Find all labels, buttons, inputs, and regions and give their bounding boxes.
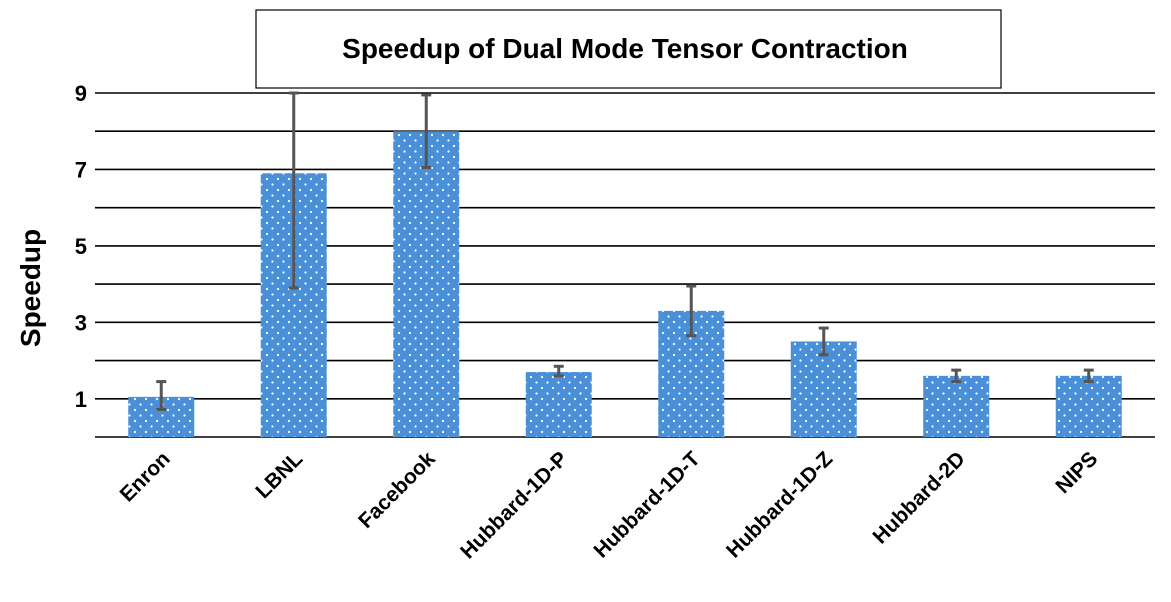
error-bar-lbnl [288,91,299,290]
error-bar-hubbard-2d [951,368,962,384]
x-tick-label: NIPS [1051,447,1102,498]
bar-hubbard-1d-z [790,341,857,437]
y-tick-label: 1 [75,387,87,412]
x-tick-label: Enron [116,447,175,506]
y-tick-label: 7 [75,157,87,182]
bar-hubbard-2d [923,375,990,437]
y-tick-label: 3 [75,310,87,335]
y-tick-labels: 1 3 5 7 9 [75,81,87,412]
x-tick-label: Hubbard-1D-P [456,447,572,563]
x-tick-label: LBNL [251,447,307,503]
chart-title: Speedup of Dual Mode Tensor Contraction [342,33,908,64]
x-tick-label: Hubbard-1D-T [590,447,705,562]
y-axis-label: Speedup [15,229,46,347]
bar-facebook [393,131,460,437]
y-tick-label: 5 [75,234,87,259]
error-bar-enron [156,380,167,411]
y-tick-label: 9 [75,81,87,106]
error-bar-nips [1083,368,1094,384]
x-tick-label: Hubbard-2D [869,447,970,548]
error-bars [156,91,1094,411]
error-bar-facebook [421,93,432,170]
grid-lines [95,92,1155,438]
bar-hubbard-1d-p [525,372,592,437]
x-tick-label: Hubbard-1D-Z [722,447,837,562]
bar-nips [1055,375,1122,437]
error-bar-hubbard-1d-z [818,326,829,357]
error-bar-hubbard-1d-p [553,364,564,378]
error-bar-hubbard-1d-t [686,284,697,338]
x-tick-label: Facebook [354,447,440,533]
title-box: Speedup of Dual Mode Tensor Contraction [255,9,1002,89]
x-tick-labels: Enron LBNL Facebook Hubbard-1D-P Hubbard-1D-… [116,447,1103,563]
